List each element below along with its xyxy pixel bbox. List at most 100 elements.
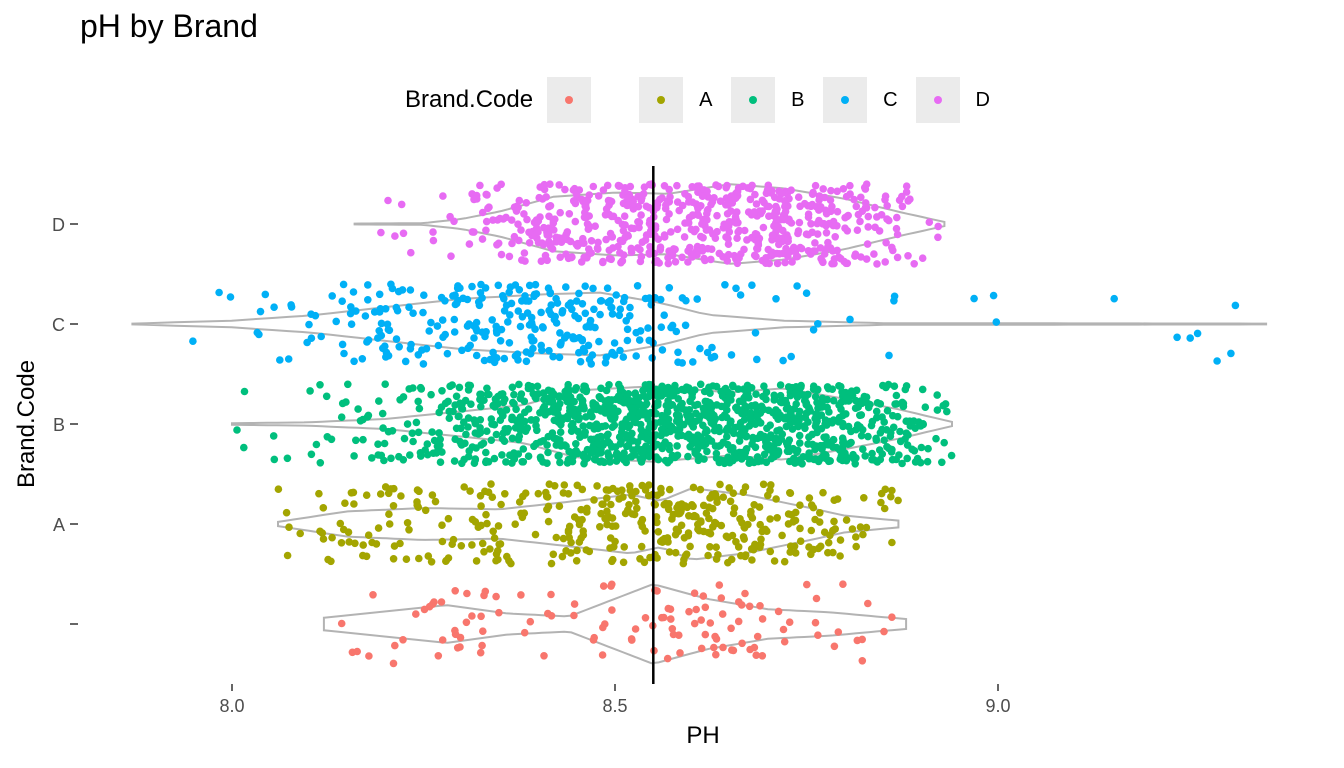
data-point: [763, 424, 771, 433]
data-point: [493, 241, 501, 249]
data-point: [701, 603, 710, 612]
data-point: [445, 414, 454, 423]
data-point: [795, 407, 804, 416]
data-point: [860, 494, 868, 502]
data-point: [712, 454, 721, 462]
data-point: [708, 504, 717, 513]
data-point: [785, 217, 793, 225]
data-point: [638, 522, 647, 531]
data-point: [864, 599, 872, 608]
data-point: [307, 310, 315, 319]
data-point: [377, 331, 386, 340]
data-point: [883, 406, 892, 415]
data-point: [852, 533, 860, 541]
data-point: [736, 515, 744, 523]
data-point: [570, 397, 578, 406]
data-point: [372, 540, 381, 548]
data-point: [587, 360, 595, 368]
data-point: [660, 233, 669, 241]
data-point: [811, 392, 820, 401]
data-point: [328, 292, 337, 300]
data-point: [673, 181, 681, 190]
data-point: [716, 441, 725, 450]
data-point: [868, 449, 876, 458]
data-point: [814, 320, 822, 328]
data-point: [547, 612, 556, 620]
data-point: [712, 635, 721, 643]
data-point: [456, 284, 464, 292]
data-point: [840, 257, 848, 266]
data-point: [653, 391, 661, 400]
data-point: [918, 254, 927, 262]
data-point: [637, 252, 646, 261]
data-point: [586, 316, 595, 325]
data-point: [719, 643, 727, 652]
data-point: [384, 427, 393, 436]
data-point: [493, 329, 501, 337]
data-point: [458, 346, 466, 355]
data-point: [616, 440, 624, 448]
data-point: [664, 259, 673, 268]
data-point: [589, 399, 597, 407]
data-point: [822, 451, 830, 460]
data-point: [872, 436, 881, 444]
data-point: [665, 456, 674, 465]
data-point: [359, 551, 367, 560]
data-point: [226, 293, 235, 301]
data-point: [495, 540, 504, 549]
data-point: [686, 386, 694, 395]
data-point: [859, 530, 867, 539]
data-point: [364, 281, 372, 289]
data-point: [796, 537, 805, 545]
data-point: [757, 402, 766, 411]
data-point: [482, 226, 490, 235]
data-point: [497, 250, 506, 259]
data-point: [890, 297, 898, 305]
data-point: [677, 521, 686, 530]
data-point: [786, 489, 794, 497]
data-point: [517, 226, 525, 234]
data-point: [877, 489, 886, 498]
data-point: [503, 552, 511, 561]
data-point: [504, 425, 513, 433]
data-point: [638, 481, 646, 490]
data-point: [575, 348, 583, 357]
data-point: [762, 388, 771, 397]
data-point: [891, 400, 899, 408]
y-tick-label: A: [53, 515, 65, 535]
data-point: [457, 542, 466, 550]
data-point: [397, 492, 405, 500]
data-point: [620, 398, 628, 407]
data-point: [820, 433, 828, 442]
data-point: [725, 484, 733, 492]
data-point: [473, 327, 481, 335]
data-point: [751, 329, 760, 337]
data-point: [895, 196, 904, 204]
data-point: [1110, 294, 1118, 303]
data-point: [555, 451, 563, 460]
data-point: [804, 390, 812, 399]
data-point: [550, 482, 559, 490]
data-point: [392, 335, 401, 343]
violin-blank: [322, 583, 908, 665]
legend-dot: [565, 96, 574, 104]
data-point: [429, 236, 438, 245]
data-point: [374, 524, 383, 532]
data-point: [515, 432, 524, 441]
data-point: [660, 534, 669, 543]
data-point: [462, 618, 471, 627]
data-point: [559, 234, 567, 242]
data-point: [718, 392, 727, 400]
data-point: [407, 248, 415, 257]
data-point: [603, 284, 612, 293]
data-point: [645, 445, 653, 453]
data-point: [421, 506, 430, 515]
data-point: [418, 346, 426, 354]
data-point: [596, 523, 604, 531]
data-point: [587, 237, 596, 245]
data-point: [512, 207, 521, 215]
data-point: [906, 417, 914, 426]
data-point: [458, 405, 467, 413]
data-point: [439, 192, 447, 200]
data-point: [583, 508, 591, 516]
